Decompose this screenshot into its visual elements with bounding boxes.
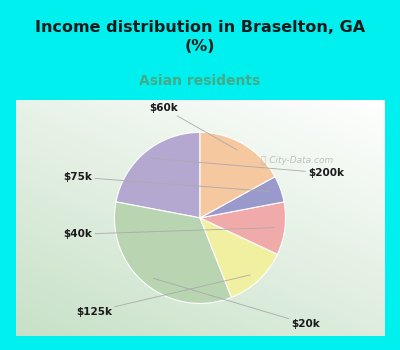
- Text: $200k: $200k: [154, 159, 344, 178]
- Wedge shape: [200, 177, 284, 218]
- Wedge shape: [114, 202, 232, 303]
- Wedge shape: [200, 202, 286, 254]
- Text: ⓘ City-Data.com: ⓘ City-Data.com: [261, 156, 333, 165]
- Text: $125k: $125k: [76, 275, 250, 316]
- Text: $20k: $20k: [153, 278, 320, 329]
- Wedge shape: [200, 218, 277, 298]
- Wedge shape: [200, 132, 275, 218]
- Text: $40k: $40k: [63, 228, 274, 239]
- Text: $75k: $75k: [63, 172, 270, 191]
- Text: Income distribution in Braselton, GA
(%): Income distribution in Braselton, GA (%): [35, 20, 365, 54]
- Text: Asian residents: Asian residents: [139, 74, 261, 88]
- Wedge shape: [116, 132, 200, 218]
- Text: $60k: $60k: [149, 103, 237, 150]
